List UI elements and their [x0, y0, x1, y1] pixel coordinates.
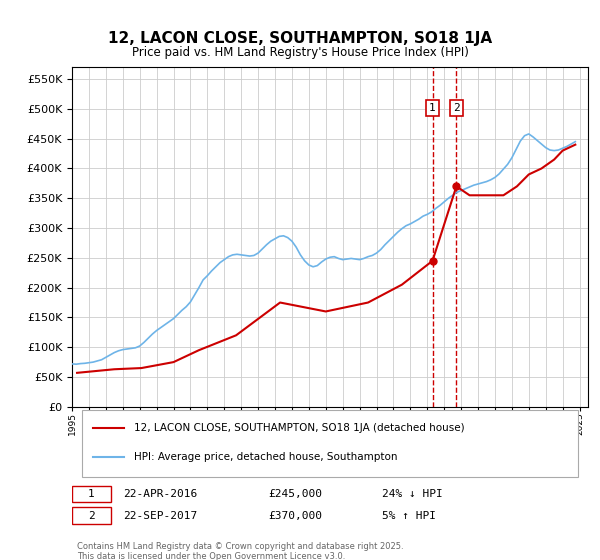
Text: 22-SEP-2017: 22-SEP-2017 [124, 511, 198, 521]
FancyBboxPatch shape [72, 486, 110, 502]
Text: 1: 1 [429, 103, 436, 113]
FancyBboxPatch shape [72, 507, 110, 524]
Text: Contains HM Land Registry data © Crown copyright and database right 2025.
This d: Contains HM Land Registry data © Crown c… [77, 542, 404, 560]
Text: Price paid vs. HM Land Registry's House Price Index (HPI): Price paid vs. HM Land Registry's House … [131, 46, 469, 59]
Text: 24% ↓ HPI: 24% ↓ HPI [382, 489, 442, 499]
Text: 5% ↑ HPI: 5% ↑ HPI [382, 511, 436, 521]
Text: 2: 2 [88, 511, 94, 521]
Text: £245,000: £245,000 [268, 489, 322, 499]
Text: 12, LACON CLOSE, SOUTHAMPTON, SO18 1JA: 12, LACON CLOSE, SOUTHAMPTON, SO18 1JA [108, 31, 492, 46]
Text: 12, LACON CLOSE, SOUTHAMPTON, SO18 1JA (detached house): 12, LACON CLOSE, SOUTHAMPTON, SO18 1JA (… [134, 423, 464, 432]
Text: 22-APR-2016: 22-APR-2016 [124, 489, 198, 499]
Text: 1: 1 [88, 489, 94, 499]
Text: HPI: Average price, detached house, Southampton: HPI: Average price, detached house, Sout… [134, 452, 397, 462]
Text: 2: 2 [453, 103, 460, 113]
FancyBboxPatch shape [82, 410, 578, 477]
Text: £370,000: £370,000 [268, 511, 322, 521]
